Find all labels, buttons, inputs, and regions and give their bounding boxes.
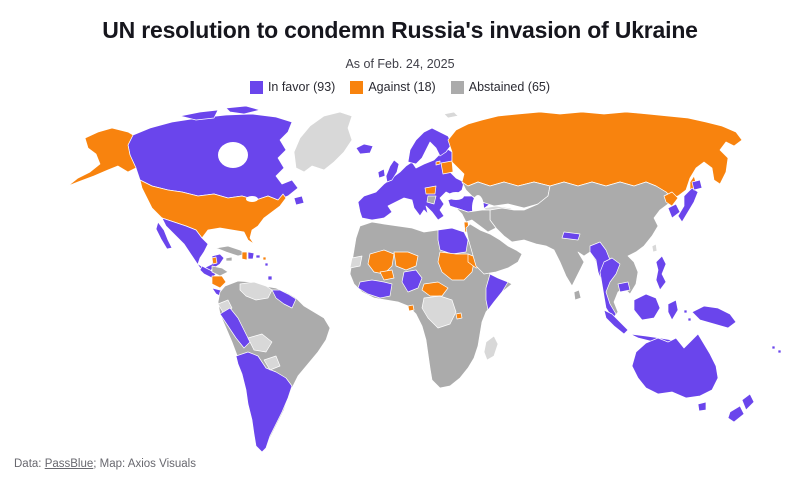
island-pacific-1 [771,345,776,350]
country-bolivia [247,333,273,353]
country-central-african-republic [421,281,449,297]
country-hungary [424,185,437,195]
country-cambodia [617,281,631,293]
country-nicaragua [211,275,227,289]
island-pacific-2 [777,349,782,354]
country-venezuela [239,281,273,301]
country-trinidad [267,275,273,281]
country-uk [385,159,400,183]
country-belarus [440,160,454,175]
region-arabia [465,223,523,275]
island-moluccas-1 [683,309,688,314]
source-link-passblue[interactable]: PassBlue [44,458,94,470]
hudson-bay [218,142,248,168]
island-tasmania [697,401,707,412]
country-north-korea [663,191,679,207]
country-sri-lanka [573,289,582,301]
country-honduras [211,265,229,277]
country-svalbard [443,111,459,119]
country-japan-hokkaido [691,179,703,191]
legend-item-in-favor: In favor (93) [249,80,336,94]
island-sumatra [603,309,629,335]
source-suffix: ; Map: Axios Visuals [93,458,196,470]
legend-item-abstained: Abstained (65) [450,80,551,94]
country-burundi [455,312,463,320]
country-iceland [355,143,374,155]
country-ireland [377,168,386,179]
black-sea [448,192,464,200]
country-nigeria [401,269,423,293]
country-russia-kaliningrad [435,160,441,166]
island-antilles-1 [262,256,267,261]
legend-item-against: Against (18) [350,80,436,94]
legend: In favor (93) Against (18) Abstained (65… [0,80,800,94]
in-favor-label: In favor (93) [267,80,336,94]
country-jamaica [225,256,233,262]
country-dominican-republic [247,251,255,260]
country-puerto-rico [255,254,261,259]
country-australia [631,333,719,399]
country-taiwan [651,243,658,253]
country-niger [393,251,419,271]
region-scandinavia [407,127,453,165]
country-canada-newfoundland [293,195,305,206]
country-sudan [437,251,475,281]
country-philippines [655,255,667,291]
country-somalia [485,273,509,311]
island-sulawesi [667,299,679,321]
country-egypt [437,227,469,255]
great-lakes [246,196,258,202]
region-levant-iraq [455,207,497,233]
country-canada-arctic-1 [179,109,219,121]
island-antilles-2 [264,262,269,267]
source-credit: Data: PassBlue; Map: Axios Visuals [14,458,196,470]
country-canada-arctic-2 [225,105,261,115]
country-greenland [293,111,353,173]
against-label: Against (18) [368,80,436,94]
region-thailand-malaysia [599,257,621,320]
country-madagascar [483,335,499,361]
country-haiti [241,251,248,261]
country-mali [367,249,395,275]
region-gulf-of-guinea-coast [357,279,393,299]
island-new-guinea [691,305,737,329]
region-guyanas [271,289,297,309]
country-nepal [561,231,581,241]
abstained-label: Abstained (65) [468,80,551,94]
in-favor-swatch [249,80,263,94]
island-borneo [633,293,661,321]
country-burkina-faso [379,269,395,281]
country-mexico-baja [155,221,173,250]
abstained-swatch [450,80,464,94]
country-western-sahara [349,255,363,269]
country-drc [421,295,457,329]
island-moluccas-2 [687,317,692,322]
country-serbia [426,195,437,205]
country-new-zealand-north [741,393,755,411]
source-prefix: Data: [14,458,45,470]
subtitle-date: As of Feb. 24, 2025 [345,57,455,71]
country-new-zealand-south [727,405,745,423]
country-mexico [161,217,225,273]
country-usa-alaska [67,127,137,187]
page-title: UN resolution to condemn Russia's invasi… [102,17,698,43]
country-equatorial-guinea [407,304,415,312]
against-swatch [350,80,364,94]
country-belize [211,256,218,265]
country-paraguay [263,355,281,371]
